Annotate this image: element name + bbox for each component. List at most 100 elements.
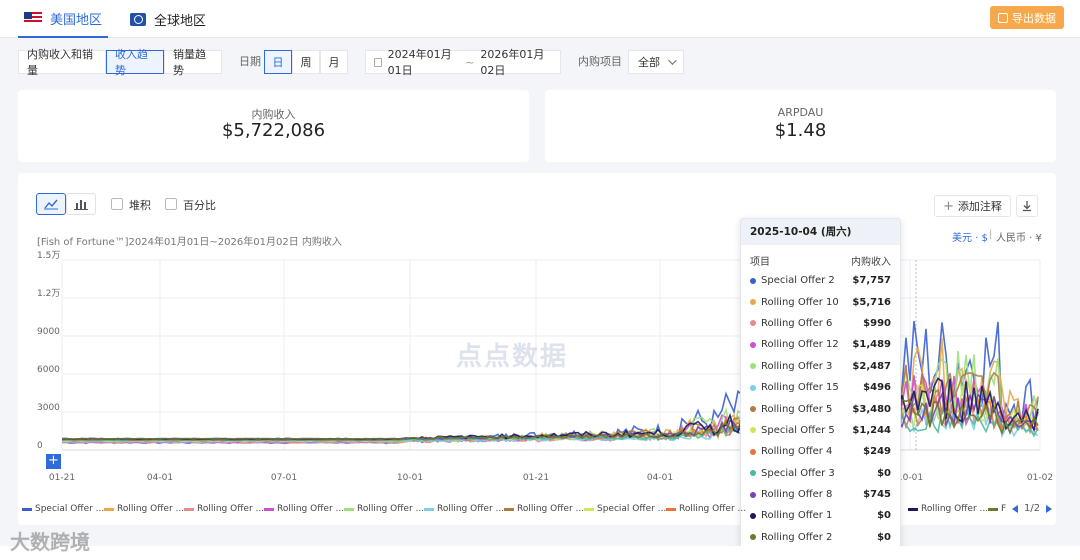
tooltip-date: 2025-10-04 (周六) [741,219,900,245]
us-flag-icon [24,12,42,24]
legend-swatch [264,507,274,511]
date-range-picker[interactable]: 2024年01月01日 ~ 2026年01月02日 [365,48,561,77]
tooltip-row-value: $1,489 [852,339,891,351]
tab-us-region[interactable]: 美国地区 [18,0,109,38]
prev-page-icon[interactable] [1012,504,1018,513]
view-iap-revenue-sales[interactable]: 内购收入和销量 [18,48,106,77]
tooltip-row-value: $0 [877,531,891,543]
iap-item-select[interactable]: 全部 [628,50,684,74]
series-dot-icon [750,448,756,455]
filter-bar: 内购收入和销量 收入趋势 销量趋势 日期 日 周 月 2024年01月01日 ~… [0,44,1080,80]
export-button[interactable]: 导出数据 [990,6,1064,29]
series-dot-icon [750,299,756,306]
legend-item[interactable]: Rolling Offer ... [666,504,746,514]
legend-swatch [184,507,194,511]
granularity-month[interactable]: 月 [320,50,348,74]
line-chart-icon [44,199,58,210]
bar-chart-icon [74,200,88,210]
legend-item[interactable]: Rolling Offer ... [424,504,504,514]
tooltip-row-name: Rolling Offer 8 [761,489,833,501]
tooltip-row-name: Rolling Offer 4 [761,446,833,458]
tooltip-row: Special Offer 5 $1,244 [741,420,900,441]
tooltip-row: Rolling Offer 4 $249 [741,441,900,462]
series-dot-icon [750,534,756,541]
tooltip-row: Rolling Offer 1 $0 [741,505,900,526]
currency-cny[interactable]: 人民币 · ¥ [996,233,1042,244]
series-dot-icon [750,341,756,348]
tab-global-region[interactable]: 全球地区 [130,0,206,38]
series-dot-icon [750,491,756,498]
tooltip-row: Rolling Offer 15 $496 [741,377,900,398]
legend-swatch [104,507,114,511]
tooltip-row-name: Special Offer 5 [761,424,835,436]
tab-label: 美国地区 [50,12,103,28]
download-icon [1023,201,1031,212]
corner-watermark: 大数跨境 [10,530,90,554]
next-page-icon[interactable] [1046,504,1053,513]
series-dot-icon [750,363,756,370]
legend-item[interactable]: Special Offer ... [22,504,104,514]
tooltip-row: Rolling Offer 10 $5,716 [741,291,900,312]
legend-item[interactable]: Rolling Offer ... [504,504,584,514]
iap-item-label: 内购项目 [578,55,622,68]
legend-item[interactable]: Rolling Offer ... [184,504,264,514]
percent-checkbox[interactable] [165,198,177,210]
legend-item[interactable]: Rolling Offer ... [344,504,424,514]
stack-label: 堆积 [129,199,151,212]
tooltip-row: Special Offer 2 $7,757 [741,270,900,291]
tooltip-row: Rolling Offer 12 $1,489 [741,334,900,355]
legend-item[interactable]: Rolling Offer ... [264,504,344,514]
download-button[interactable] [1016,195,1038,217]
tooltip-row-name: Rolling Offer 6 [761,317,833,329]
expand-plus-button[interactable]: + [46,454,61,469]
tooltip-row-value: $1,244 [852,424,891,436]
tooltip-row-name: Special Offer 2 [761,275,835,287]
legend-swatch [666,507,676,511]
stack-checkbox[interactable] [111,198,123,210]
bar-chart-toggle[interactable] [66,193,96,215]
tooltip-row-value: $7,757 [852,275,891,287]
legend-swatch [988,507,998,511]
legend-item[interactable]: Rolling Offer ... [104,504,184,514]
granularity-day[interactable]: 日 [264,50,292,74]
legend-pager: 1/2 [1012,503,1053,514]
add-annotation-button[interactable]: + 添加注释 [934,195,1011,217]
tooltip-row-name: Rolling Offer 10 [761,296,839,308]
watermark: 点点数据 [456,342,569,372]
plus-icon: + [943,198,954,214]
tooltip-row-name: Rolling Offer 1 [761,510,833,522]
granularity-week[interactable]: 周 [292,50,320,74]
tooltip-row-name: Rolling Offer 5 [761,403,833,415]
series-dot-icon [750,384,756,391]
legend-swatch [344,507,354,511]
legend-item[interactable]: Rolling Offer ... [908,504,988,514]
line-chart-toggle[interactable] [36,193,66,215]
tab-label: 全球地区 [154,13,207,29]
tooltip-row: Rolling Offer 8 $745 [741,484,900,505]
kpi-card-iap-revenue: 内购收入 $5,722,086 [18,90,529,162]
tooltip-row-value: $249 [863,446,891,458]
region-bar: 美国地区 全球地区 导出数据 [0,0,1080,38]
tooltip-row-value: $745 [863,489,891,501]
legend-item[interactable]: Special Offer ... [584,504,666,514]
tooltip-row-value: $990 [863,317,891,329]
view-revenue-trend[interactable]: 收入趋势 [106,48,164,77]
calendar-icon [374,57,382,67]
legend-item[interactable]: F [988,504,1006,514]
currency-usd[interactable]: 美元 · $ [952,233,988,244]
tooltip-row-value: $5,716 [852,296,891,308]
series-dot-icon [750,277,756,284]
tooltip-row: Rolling Offer 6 $990 [741,313,900,334]
tooltip-col-value: 内购收入 [851,257,891,268]
tooltip-row-value: $496 [863,382,891,394]
view-sales-trend[interactable]: 销量趋势 [164,48,222,77]
legend-swatch [908,507,918,511]
legend-swatch [504,507,514,511]
tooltip-row-value: $0 [877,467,891,479]
series-dot-icon [750,320,756,327]
kpi-value: $5,722,086 [221,120,326,141]
kpi-card-arpdau: ARPDAU $1.48 [545,90,1056,162]
series-dot-icon [750,427,756,434]
tooltip-row-name: Rolling Offer 12 [761,339,839,351]
series-dot-icon [750,512,756,519]
